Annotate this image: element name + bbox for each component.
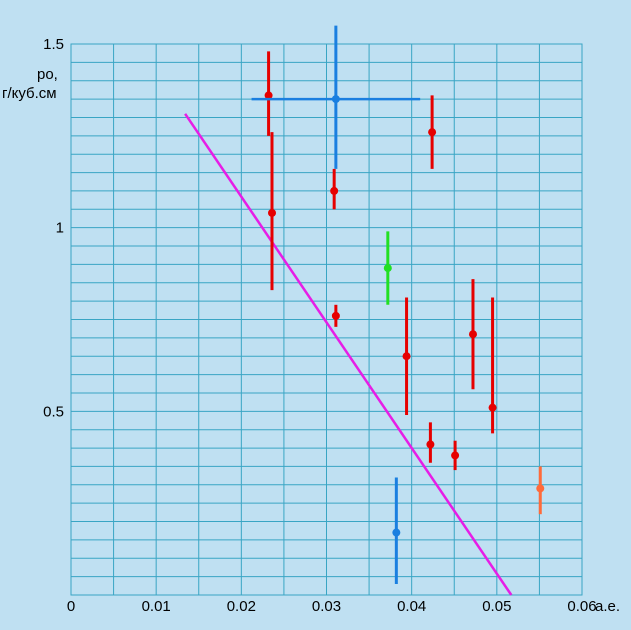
axis-labels: ро, г/куб.см а.е. [2, 66, 620, 615]
data-point-group [536, 466, 545, 515]
data-point-group [392, 477, 401, 584]
data-point [331, 311, 340, 320]
data-point [383, 264, 392, 273]
y-axis-label-line2: г/куб.см [2, 85, 57, 102]
x-tick-label: 0.03 [312, 598, 341, 615]
x-tick-label: 0 [67, 598, 75, 615]
data-point-group [383, 231, 392, 305]
data-point [536, 484, 545, 493]
data-point-group [426, 422, 435, 463]
data-point [402, 352, 411, 361]
x-tick-label: 0.05 [482, 598, 511, 615]
data-point-group [267, 132, 276, 291]
data-point-group [451, 440, 460, 471]
tick-labels: 0 0.01 0.02 0.03 0.04 0.05 0.06 0.5 1 1.5 [43, 36, 596, 615]
x-tick-label: 0.02 [227, 598, 256, 615]
data-point [267, 208, 276, 217]
data-point [264, 91, 273, 100]
data-point [428, 128, 437, 137]
data-point [451, 451, 460, 460]
data-point [426, 440, 435, 449]
y-tick-label: 1.5 [43, 36, 64, 53]
data-point-group [402, 297, 411, 416]
data-point [392, 528, 401, 537]
x-tick-label: 0.04 [397, 598, 426, 615]
data-point-group [428, 95, 437, 169]
trend-line-group [184, 113, 513, 596]
y-tick-label: 0.5 [43, 403, 64, 420]
data-points [251, 25, 545, 584]
data-point-group [331, 304, 340, 327]
data-point [330, 186, 339, 195]
y-axis-label-line1: ро, [37, 66, 58, 83]
data-point-group [468, 279, 477, 390]
data-point-group [264, 51, 273, 136]
data-point-group [251, 25, 421, 169]
grid [70, 43, 583, 596]
y-tick-label: 1 [56, 220, 64, 237]
data-point [468, 330, 477, 339]
data-point [331, 95, 340, 104]
trend-line [184, 113, 513, 596]
x-tick-label: 0.06 [567, 598, 596, 615]
x-tick-label: 0.01 [142, 598, 171, 615]
data-point [488, 403, 497, 412]
x-axis-unit: а.е. [595, 598, 620, 615]
data-point-group [330, 168, 339, 210]
data-point-group [488, 297, 497, 434]
